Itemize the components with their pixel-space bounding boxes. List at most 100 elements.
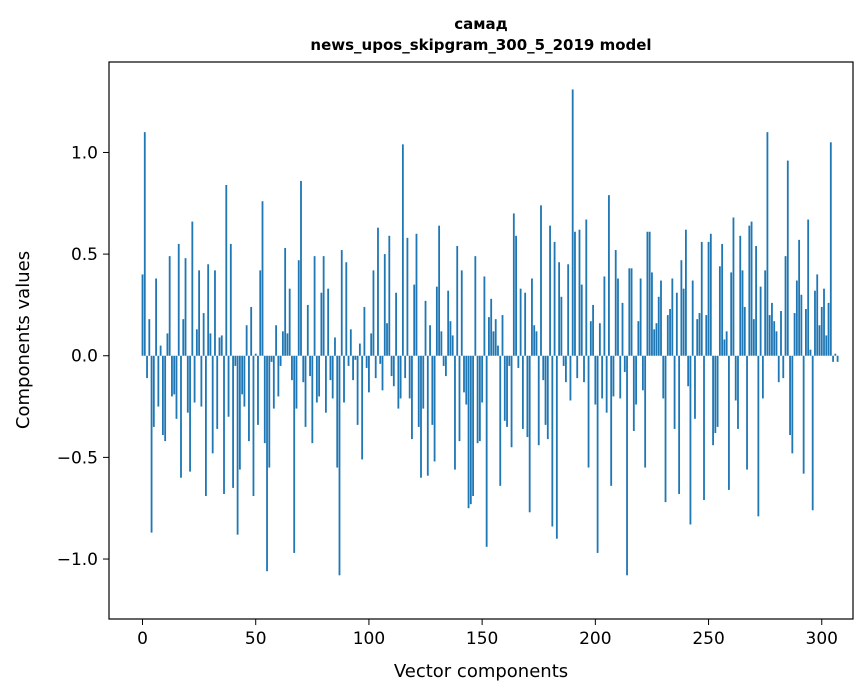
bar-component-54 (263, 355, 266, 444)
y-axis-ticks: −1.0 −0.5 0.0 0.5 1.0 (57, 143, 109, 570)
bar-component-223 (646, 231, 649, 356)
bar-component-56 (268, 355, 271, 468)
bar-component-94 (354, 355, 357, 360)
bar-component-141 (460, 270, 463, 356)
bar-component-88 (340, 250, 343, 356)
bar-component-285 (786, 160, 789, 356)
bar-component-271 (755, 245, 757, 356)
bar-component-119 (411, 355, 413, 440)
bar-component-120 (413, 284, 416, 356)
bar-component-246 (698, 313, 701, 356)
bar-component-197 (587, 355, 590, 468)
bar-component-23 (193, 355, 196, 403)
bar-component-128 (431, 355, 434, 425)
bar-component-95 (356, 355, 359, 425)
bar-component-132 (440, 331, 443, 356)
bar-component-79 (320, 292, 323, 356)
bar-component-84 (331, 355, 334, 399)
bar-component-82 (327, 288, 330, 356)
bar-component-290 (798, 239, 801, 356)
bar-component-297 (814, 290, 816, 356)
bar-component-206 (608, 195, 610, 356)
bar-component-202 (598, 323, 601, 356)
bar-component-2 (146, 355, 148, 379)
bar-component-181 (551, 355, 554, 527)
bar-component-294 (807, 219, 810, 356)
bar-component-111 (392, 355, 395, 387)
bar-component-139 (456, 245, 459, 356)
bar-component-103 (374, 355, 377, 379)
bar-component-243 (691, 280, 694, 356)
bar-component-105 (379, 355, 382, 364)
bar-component-162 (508, 355, 511, 366)
bar-component-214 (626, 355, 628, 576)
bar-component-45 (243, 355, 246, 407)
bar-component-194 (580, 284, 583, 356)
bar-component-255 (718, 266, 721, 356)
bar-component-55 (266, 355, 268, 572)
bar-component-107 (383, 254, 386, 356)
bar-component-198 (589, 321, 592, 356)
y-tick-label: 1.0 (71, 143, 98, 163)
bar-component-129 (433, 355, 436, 462)
bar-component-36 (223, 355, 225, 494)
bar-component-59 (275, 325, 277, 356)
bar-component-7 (157, 355, 160, 407)
bar-component-262 (734, 355, 737, 401)
x-tick-label: 250 (692, 629, 724, 649)
bar-component-5 (152, 355, 155, 427)
bar-component-170 (526, 355, 529, 438)
bar-component-25 (198, 270, 201, 356)
bar-component-193 (578, 229, 581, 356)
bar-component-168 (521, 355, 524, 429)
bar-component-253 (714, 355, 717, 433)
bar-component-267 (746, 355, 748, 470)
bar-component-90 (345, 262, 348, 356)
bar-component-230 (662, 355, 665, 399)
bar-component-281 (777, 355, 780, 383)
bar-component-51 (257, 355, 259, 425)
bar-component-226 (653, 329, 656, 356)
bar-component-114 (399, 355, 402, 399)
bar-component-209 (614, 250, 617, 356)
bar-component-10 (164, 355, 167, 442)
bar-component-236 (675, 292, 678, 356)
bar-component-222 (644, 355, 647, 468)
bar-component-263 (737, 355, 739, 429)
bar-component-31 (211, 355, 214, 454)
bar-component-167 (519, 288, 522, 356)
bar-component-34 (218, 337, 221, 356)
bar-component-117 (406, 237, 409, 356)
bar-component-134 (445, 355, 447, 377)
bar-component-302 (825, 335, 828, 356)
bar-component-21 (189, 355, 191, 472)
bar-component-195 (583, 355, 585, 383)
bar-component-185 (560, 296, 563, 356)
bar-component-177 (542, 355, 545, 381)
bar-component-256 (721, 243, 724, 356)
bar-component-156 (494, 319, 497, 356)
bar-component-0 (141, 274, 144, 356)
bar-component-148 (476, 355, 479, 444)
bar-component-18 (182, 319, 185, 356)
bar-component-169 (524, 292, 527, 356)
bar-component-257 (723, 339, 726, 356)
bar-component-266 (743, 306, 746, 356)
bar-component-239 (682, 288, 685, 356)
bar-component-11 (166, 333, 169, 356)
bar-component-46 (245, 325, 248, 356)
bar-component-50 (254, 353, 257, 356)
bar-component-180 (549, 225, 551, 356)
bar-component-161 (506, 355, 508, 427)
bar-component-67 (293, 355, 296, 553)
bar-component-76 (313, 256, 316, 356)
bar-component-136 (449, 321, 452, 356)
bar-component-211 (619, 355, 622, 399)
bar-component-218 (635, 355, 637, 405)
bar-component-282 (780, 311, 782, 356)
bar-component-92 (349, 329, 352, 356)
bar-component-93 (352, 355, 354, 381)
bar-component-126 (426, 355, 429, 476)
bar-component-38 (227, 355, 230, 417)
bar-component-225 (651, 272, 653, 356)
